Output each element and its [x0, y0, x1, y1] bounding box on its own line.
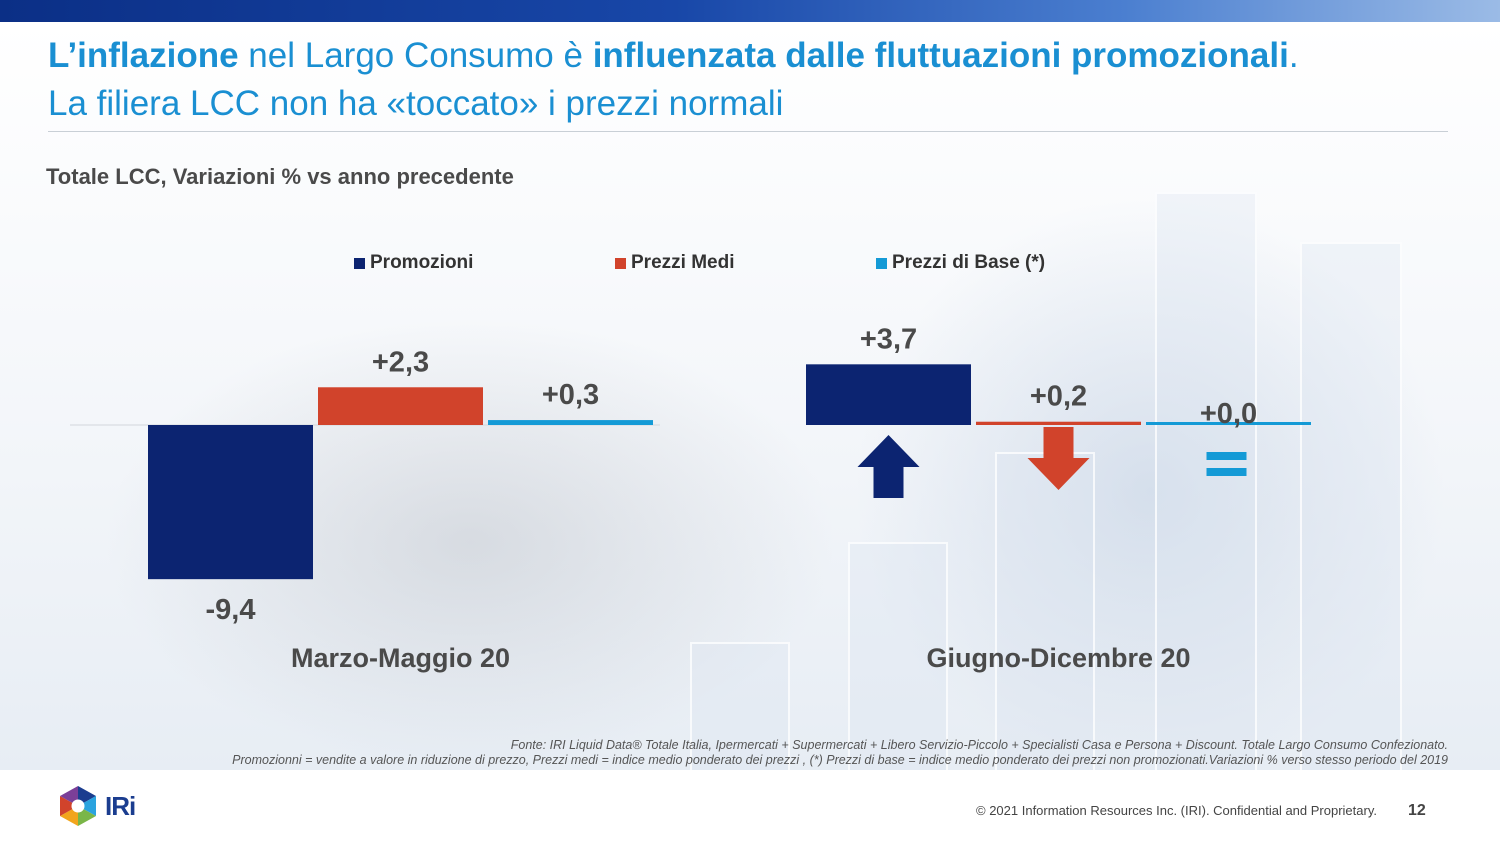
legend-item: Promozioni: [354, 252, 473, 274]
decorative-bar: [1300, 242, 1402, 776]
page-number: 12: [1408, 802, 1426, 819]
legend-label: Prezzi Medi: [631, 252, 735, 273]
equals-icon-bottom: [1206, 468, 1247, 476]
legend-swatch: [876, 257, 887, 269]
footer: IRi © 2021 Information Resources Inc. (I…: [0, 770, 1500, 844]
bar-prezzi-medi-1: [976, 421, 1141, 425]
legend-item: Prezzi Medi: [615, 252, 734, 274]
top-banner: [0, 0, 1500, 22]
title-line-2: La filiera LCC non ha «toccato» i prezzi…: [48, 84, 784, 123]
title-divider: [48, 131, 1448, 132]
legend-label: Promozioni: [370, 252, 474, 273]
title-part: L’inflazione: [48, 36, 239, 75]
data-label: +0,0: [1200, 398, 1257, 430]
legend-label: Prezzi di Base (*): [892, 252, 1046, 273]
bar-prezzi-medi-0: [318, 387, 483, 425]
data-label: +0,2: [1030, 381, 1087, 413]
iri-logo: IRi: [57, 784, 136, 828]
copyright-notice: © 2021 Information Resources Inc. (IRI).…: [976, 803, 1377, 818]
iri-logo-icon: [60, 786, 96, 826]
footnote-line-2: Promozionni = vendite a valore in riduzi…: [232, 753, 1448, 767]
logo-wordmark: IRi: [105, 790, 136, 821]
decorative-bar: [848, 542, 948, 776]
background-image: [0, 22, 1500, 776]
legend-swatch: [615, 257, 626, 269]
bar-promozioni-1: [806, 364, 971, 425]
data-label: -9,4: [206, 594, 256, 626]
decorative-bar: [995, 452, 1095, 776]
bar-chart: -9,4 +2,3 +0,3 Marzo-Maggio 20 +3,7 +0,2 +0,0 G…: [70, 323, 1311, 673]
chart-legend: Promozioni Prezzi Medi Prezzi di Base (*): [0, 252, 1500, 278]
decorative-bar: [1155, 192, 1257, 776]
arrow-down-icon: [1027, 427, 1090, 490]
footnote-line-1: Fonte: IRI Liquid Data® Totale Italia, I…: [510, 738, 1448, 752]
bar-prezzi-di-base--0: [488, 420, 653, 425]
bar-promozioni-0: [148, 425, 313, 580]
title-line-1: L’inflazione nel Largo Consumo è influen…: [48, 36, 1299, 75]
data-label: +3,7: [860, 323, 917, 355]
legend-swatch: [354, 257, 365, 269]
decorative-bar: [690, 642, 790, 776]
title-part: .: [1288, 36, 1299, 75]
slide-title: L’inflazione nel Largo Consumo è influen…: [48, 32, 1468, 128]
chart-subtitle: Totale LCC, Variazioni % vs anno precede…: [46, 164, 514, 189]
bar-prezzi-di-base--1: [1146, 422, 1311, 425]
source-footnote: Fonte: IRI Liquid Data® Totale Italia, I…: [148, 738, 1448, 768]
legend-item: Prezzi di Base (*): [876, 252, 1045, 274]
title-part: nel Largo Consumo è: [238, 36, 593, 75]
equals-icon-top: [1206, 452, 1247, 460]
data-label: +2,3: [372, 346, 429, 378]
title-part: influenzata dalle fluttuazioni promozion…: [592, 36, 1289, 75]
category-label: Marzo-Maggio 20: [291, 643, 510, 673]
data-label: +0,3: [542, 379, 599, 411]
arrow-up-icon: [857, 435, 920, 498]
category-label: Giugno-Dicembre 20: [926, 643, 1190, 673]
